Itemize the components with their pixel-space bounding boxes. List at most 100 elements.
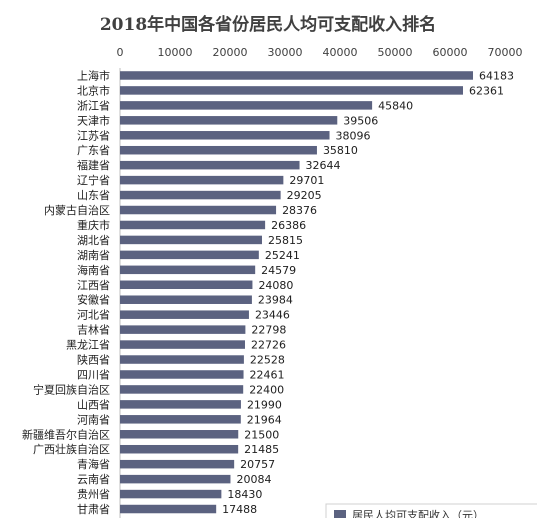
category-label: 重庆市 (77, 218, 110, 232)
data-label: 25241 (265, 249, 300, 262)
category-label: 西藏自治区 (55, 517, 110, 518)
category-label: 江苏省 (77, 129, 110, 142)
x-tick-label: 50000 (378, 46, 413, 59)
category-label: 江西省 (77, 279, 110, 292)
category-label: 黑龙江省 (66, 339, 110, 352)
bar (120, 310, 249, 319)
bar (120, 190, 281, 200)
x-tick-label: 20000 (213, 46, 248, 59)
data-label: 24080 (258, 279, 293, 292)
data-label: 39506 (343, 114, 378, 127)
category-label: 河南省 (77, 413, 110, 426)
bar (120, 205, 277, 215)
bars-group (120, 71, 474, 514)
x-tick-label: 30000 (268, 46, 303, 59)
bar (120, 71, 474, 80)
data-label: 26386 (271, 219, 306, 232)
bar (120, 175, 284, 185)
data-label: 45840 (378, 99, 413, 112)
category-label: 辽宁省 (77, 173, 110, 187)
category-label: 宁夏回族自治区 (33, 382, 110, 396)
category-label: 安徽省 (77, 293, 110, 307)
category-label: 青海省 (77, 457, 110, 471)
bar (120, 370, 244, 379)
data-label: 21485 (244, 443, 279, 456)
data-label: 29205 (287, 189, 322, 202)
category-label: 内蒙古自治区 (44, 203, 110, 217)
data-label: 22798 (251, 324, 286, 337)
bar (120, 116, 338, 125)
bar (120, 250, 259, 260)
data-label: 17488 (222, 503, 257, 516)
bar (120, 295, 252, 304)
bar (120, 444, 239, 454)
x-tick-label: 10000 (158, 46, 193, 59)
category-label: 广东省 (77, 144, 110, 157)
bar (120, 340, 245, 349)
bar (120, 235, 262, 245)
data-label: 20084 (236, 473, 271, 486)
bar (120, 101, 373, 110)
data-label: 22726 (251, 339, 286, 352)
bar (120, 430, 239, 439)
category-labels: 上海市北京市浙江省天津市江苏省广东省福建省辽宁省山东省内蒙古自治区重庆市湖北省湖… (22, 68, 110, 518)
category-label: 吉林省 (77, 323, 110, 337)
bar (120, 220, 266, 230)
category-label: 上海市 (77, 68, 110, 82)
x-tick-label: 70000 (488, 46, 523, 59)
data-label: 22528 (250, 354, 285, 367)
category-label: 天津市 (77, 113, 110, 127)
legend: 居民人均可支配收入（元） (325, 503, 537, 518)
data-label: 21964 (247, 413, 282, 426)
data-label: 62361 (469, 84, 504, 97)
bar (120, 489, 222, 499)
data-label: 21500 (244, 428, 279, 441)
category-label: 湖南省 (77, 249, 110, 262)
category-label: 福建省 (77, 158, 110, 172)
data-label: 28376 (282, 204, 317, 217)
bar (120, 474, 231, 484)
bar (120, 415, 241, 424)
data-label: 32644 (306, 159, 341, 172)
bar (120, 400, 241, 409)
data-label: 18430 (227, 488, 262, 501)
category-label: 云南省 (77, 473, 110, 486)
category-label: 山西省 (77, 398, 110, 411)
category-label: 四川省 (77, 368, 110, 381)
data-label: 29701 (289, 174, 324, 187)
category-label: 甘肃省 (77, 503, 110, 516)
bar (120, 459, 235, 469)
bar (120, 355, 244, 364)
bar (120, 131, 330, 140)
data-label: 20757 (240, 458, 275, 471)
bar (120, 280, 253, 290)
bar (120, 265, 256, 275)
category-label: 浙江省 (77, 99, 110, 112)
category-label: 新疆维吾尔自治区 (22, 427, 110, 441)
data-label: 35810 (323, 144, 358, 157)
bar (120, 504, 217, 514)
data-label: 64183 (479, 69, 514, 82)
category-label: 北京市 (77, 83, 110, 97)
data-label: 24579 (261, 264, 296, 277)
x-tick-label: 40000 (323, 46, 358, 59)
category-label: 海南省 (77, 263, 110, 277)
category-label: 广西壮族自治区 (33, 442, 110, 456)
data-label: 23446 (255, 309, 290, 322)
axis-ticks: 0 10000 20000 30000 40000 50000 60000 70000 (117, 46, 523, 59)
data-label: 22400 (249, 383, 284, 396)
data-label: 23984 (258, 294, 293, 307)
bar (120, 325, 246, 334)
data-label: 21990 (247, 398, 282, 411)
category-label: 湖北省 (77, 234, 110, 247)
bar (120, 86, 463, 95)
x-tick-label: 0 (117, 46, 124, 59)
category-label: 山东省 (77, 189, 110, 202)
legend-label: 居民人均可支配收入（元） (352, 508, 484, 518)
legend-box (325, 503, 537, 518)
category-label: 贵州省 (77, 488, 110, 501)
bar (120, 385, 244, 394)
data-label: 38096 (336, 129, 371, 142)
category-label: 陕西省 (77, 353, 110, 367)
